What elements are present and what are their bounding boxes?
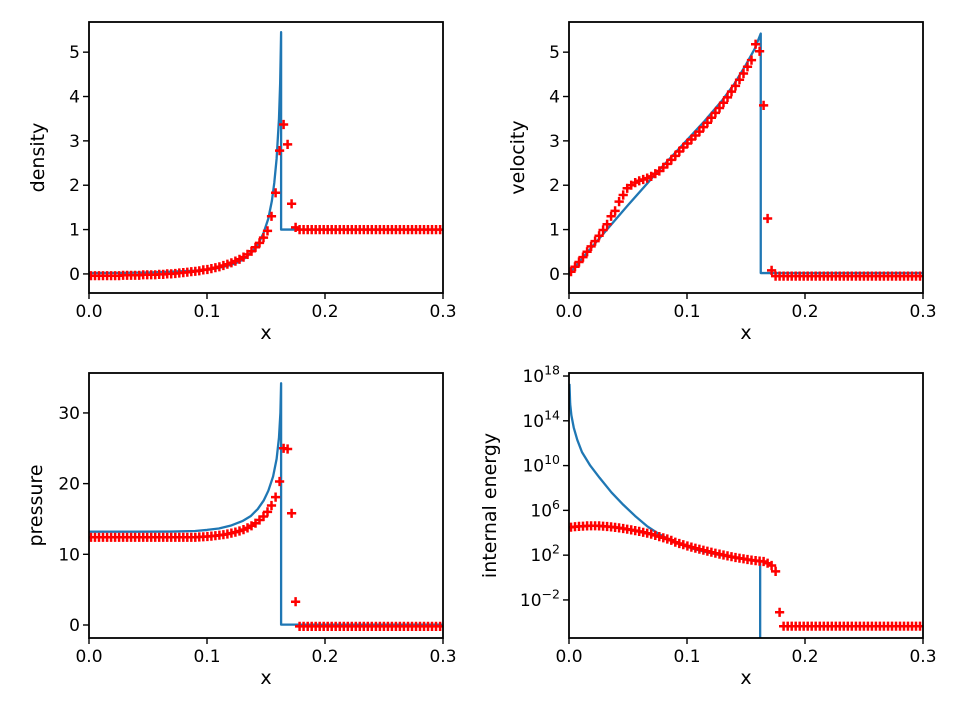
plot-spines [88, 21, 444, 294]
y-axis: 1018 1014 1010 106 102 10−2 internal energy [479, 363, 569, 611]
x-tick-label: 0.3 [909, 302, 936, 322]
y-tick-label: 0 [69, 616, 80, 636]
y-axis-label: internal energy [479, 433, 501, 578]
x-axis-label: x [260, 667, 271, 689]
y-tick-label: 2 [549, 176, 560, 196]
x-axis: 0.0 0.1 0.2 0.3 x [555, 638, 937, 689]
y-tick-label: 5 [69, 43, 80, 63]
y-tick-label: 3 [69, 132, 80, 152]
x-axis-label: x [740, 667, 751, 689]
x-tick-label: 0.3 [429, 302, 456, 322]
x-tick-label: 0.2 [791, 302, 818, 322]
y-axis-label: pressure [25, 464, 47, 546]
simulation-markers [568, 39, 924, 281]
y-tick-label: 0 [549, 265, 560, 285]
analytic-line [89, 382, 443, 626]
y-axis: 0 10 20 30 pressure [25, 404, 89, 636]
analytic-line [568, 383, 762, 638]
x-tick-label: 0.2 [311, 302, 338, 322]
y-tick-label: 1 [69, 221, 80, 241]
y-tick-label: 106 [530, 497, 560, 522]
y-tick-label: 3 [549, 132, 560, 152]
y-tick-label: 10 [58, 545, 80, 565]
x-tick-label: 0.1 [193, 647, 220, 667]
x-tick-label: 0.1 [673, 302, 700, 322]
y-tick-label: 20 [58, 475, 80, 495]
plot-spines [88, 372, 444, 639]
y-tick-label: 2 [69, 176, 80, 196]
simulation-markers [568, 521, 924, 631]
x-tick-label: 0.2 [791, 647, 818, 667]
y-tick-label: 30 [58, 404, 80, 424]
x-tick-label: 0.3 [429, 647, 456, 667]
y-tick-label: 4 [69, 88, 80, 108]
simulation-markers [88, 443, 444, 631]
plot-spines [568, 21, 924, 294]
y-tick-label: 0 [69, 265, 80, 285]
x-tick-label: 0.0 [75, 302, 102, 322]
plot-data [88, 382, 444, 631]
x-tick-label: 0.0 [75, 647, 102, 667]
y-tick-label: 1018 [522, 363, 560, 388]
y-axis-label: density [27, 123, 49, 193]
panel-density: 0.0 0.1 0.2 0.3 x 0 1 2 3 4 5 density [27, 21, 457, 344]
y-axis: 0 1 2 3 4 5 density [27, 43, 89, 285]
x-tick-label: 0.0 [555, 647, 582, 667]
y-tick-label: 4 [549, 88, 560, 108]
y-axis-label: velocity [507, 120, 529, 194]
y-tick-label: 102 [530, 542, 560, 567]
x-axis-label: x [740, 322, 751, 344]
x-tick-label: 0.1 [193, 302, 220, 322]
plot-data [568, 383, 924, 638]
y-tick-label: 5 [549, 43, 560, 63]
plot-data [568, 32, 924, 281]
y-tick-label: 1014 [522, 407, 560, 432]
plot-data [88, 31, 444, 281]
panel-velocity: 0.0 0.1 0.2 0.3 x 0 1 2 3 4 5 velocity [507, 21, 937, 344]
y-axis: 0 1 2 3 4 5 velocity [507, 43, 569, 285]
simulation-markers [88, 119, 444, 281]
x-tick-label: 0.3 [909, 647, 936, 667]
analytic-line [568, 32, 923, 275]
x-tick-label: 0.2 [311, 647, 338, 667]
y-tick-label: 10−2 [520, 586, 560, 611]
x-tick-label: 0.0 [555, 302, 582, 322]
y-tick-label: 1 [549, 221, 560, 241]
y-tick-label: 1010 [522, 452, 560, 477]
x-tick-label: 0.1 [673, 647, 700, 667]
panel-internal-energy: 0.0 0.1 0.2 0.3 x 1018 1014 1010 106 102 10−2 inter… [479, 363, 937, 689]
x-axis-label: x [260, 322, 271, 344]
x-axis: 0.0 0.1 0.2 0.3 x [75, 293, 457, 344]
panel-pressure: 0.0 0.1 0.2 0.3 x 0 10 20 30 pressure [25, 372, 457, 689]
x-axis: 0.0 0.1 0.2 0.3 x [75, 638, 457, 689]
x-axis: 0.0 0.1 0.2 0.3 x [555, 293, 937, 344]
plot-spines [568, 372, 924, 639]
